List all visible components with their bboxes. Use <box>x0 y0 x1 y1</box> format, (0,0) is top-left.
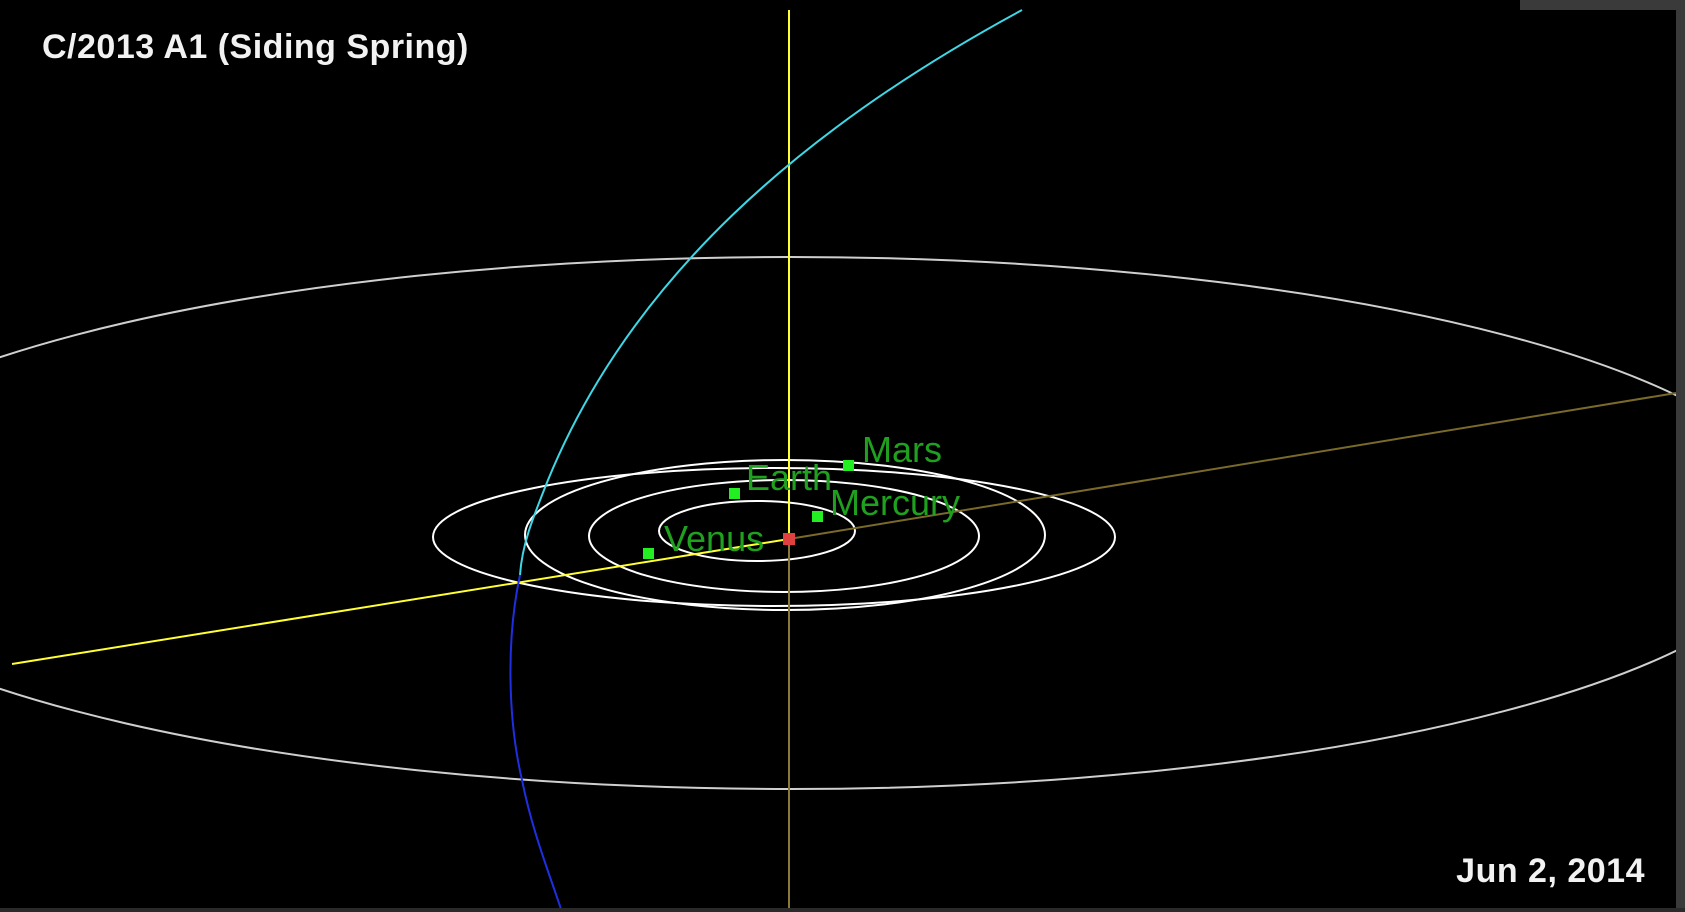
earth-label: Earth <box>746 457 832 498</box>
mercury-marker <box>812 511 823 522</box>
outer-orbit <box>0 256 1685 790</box>
earth-orbit <box>524 459 1046 611</box>
mars-label: Mars <box>862 429 942 470</box>
mercury-orbit <box>658 500 856 562</box>
earth-marker <box>729 488 740 499</box>
mars-orbit <box>432 467 1116 607</box>
frame-edge-top-right <box>1520 0 1685 10</box>
ascending-node-line <box>11 538 790 665</box>
diagram-title: C/2013 A1 (Siding Spring) <box>42 28 469 66</box>
venus-orbit <box>588 479 980 593</box>
date-readout: Jun 2, 2014 <box>1456 852 1645 890</box>
descending-node-line <box>788 392 1677 540</box>
venus-marker <box>643 548 654 559</box>
frame-edge-right <box>1676 0 1685 912</box>
mars-marker <box>843 460 854 471</box>
comet-orbit-below-ecliptic <box>509 574 563 912</box>
frame-edge-bottom <box>0 908 1685 912</box>
sun-marker <box>783 533 795 545</box>
venus-label: Venus <box>664 518 764 559</box>
comet-orbit-above-ecliptic <box>519 9 1023 576</box>
mercury-label: Mercury <box>830 482 960 523</box>
